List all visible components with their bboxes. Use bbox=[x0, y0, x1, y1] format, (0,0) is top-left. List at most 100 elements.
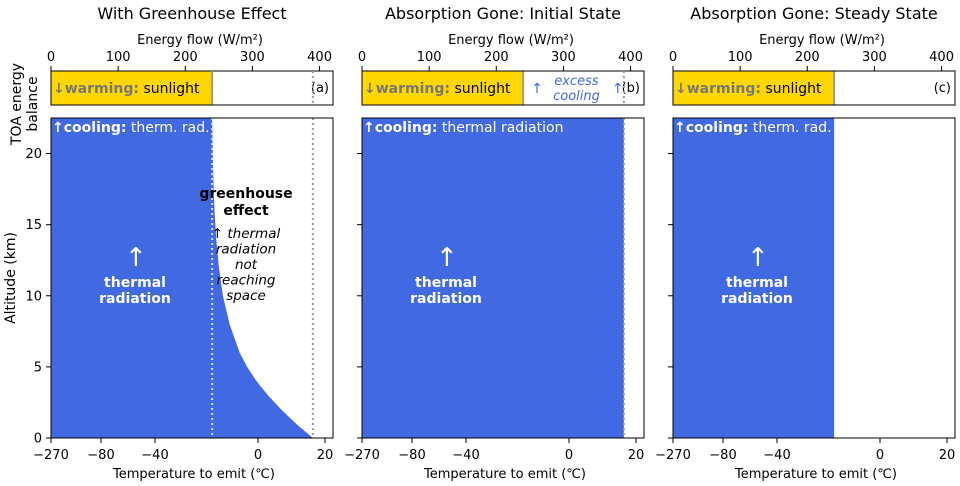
bottom-tick-label: 0 bbox=[254, 448, 262, 463]
cooling-label-bold: ↑cooling: bbox=[674, 120, 748, 136]
top-tick-label: 400 bbox=[618, 50, 643, 65]
bottom-axis-label: Temperature to emit (℃) bbox=[423, 467, 586, 482]
panels-group: With Greenhouse Effect Energy flow (W/m²)… bbox=[25, 4, 956, 482]
ghe-line: not bbox=[235, 257, 258, 273]
thermal-arrow: ↑ bbox=[436, 243, 458, 273]
excess-arrow-left: ↑ bbox=[531, 81, 543, 97]
bottom-tick-label: 20 bbox=[939, 448, 956, 463]
sunlight-bar bbox=[51, 71, 213, 105]
bottom-tick-label: 20 bbox=[317, 448, 334, 463]
top-tick-label: 300 bbox=[240, 50, 265, 65]
excess-arrow-right: ↑ bbox=[612, 81, 624, 97]
plot-frame bbox=[361, 117, 645, 439]
thermal-emission-area bbox=[673, 118, 835, 438]
thermal-label-1: thermal bbox=[415, 275, 477, 291]
altitude-tick-label: 5 bbox=[34, 360, 42, 375]
panel-tag: (a) bbox=[311, 81, 329, 96]
thermal-label-2: radiation bbox=[721, 291, 793, 307]
altitude-tick-label: 10 bbox=[25, 289, 42, 304]
warming-label: ↓warming: sunlight bbox=[675, 81, 822, 97]
top-tick-label: 200 bbox=[173, 50, 198, 65]
bottom-tick-label: −80 bbox=[709, 448, 736, 463]
ghe-line: space bbox=[226, 288, 266, 304]
top-axis-label: Energy flow (W/m²) bbox=[448, 33, 574, 48]
top-tick-label: 200 bbox=[484, 50, 509, 65]
warming-label-text: sunlight bbox=[450, 81, 511, 97]
warming-label-bold: ↓warming: bbox=[53, 81, 139, 97]
plot-frame bbox=[50, 117, 334, 439]
thermal-arrow: ↑ bbox=[125, 243, 147, 273]
warming-label: ↓warming: sunlight bbox=[364, 81, 511, 97]
excess-label-2: cooling bbox=[553, 89, 600, 104]
toa-axis-label-line1: TOA energy bbox=[9, 63, 25, 146]
altitude-tick-label: 15 bbox=[25, 218, 42, 233]
ghe-title-2: effect bbox=[223, 203, 269, 219]
panel-3: Absorption Gone: Steady State Energy flow… bbox=[655, 4, 956, 482]
cooling-label-text: therm. rad. bbox=[126, 120, 209, 136]
cooling-label-bold: ↑cooling: bbox=[52, 120, 126, 136]
top-tick-label: 200 bbox=[795, 50, 820, 65]
toa-box-frame bbox=[361, 70, 645, 106]
bottom-tick-label: 0 bbox=[876, 448, 884, 463]
thermal-arrow: ↑ bbox=[747, 243, 769, 273]
ghe-line: reaching bbox=[217, 273, 276, 289]
bottom-tick-label: 20 bbox=[628, 448, 645, 463]
cooling-label: ↑cooling: therm. rad. bbox=[674, 120, 832, 136]
top-tick-label: 100 bbox=[728, 50, 753, 65]
panel-tag: (b) bbox=[622, 81, 640, 96]
thermal-label-1: thermal bbox=[104, 275, 166, 291]
sunlight-bar bbox=[673, 71, 835, 105]
cooling-label-text: therm. rad. bbox=[748, 120, 831, 136]
sunlight-bar bbox=[362, 71, 524, 105]
bottom-tick-label: −80 bbox=[398, 448, 425, 463]
warming-label-text: sunlight bbox=[761, 81, 822, 97]
warming-label: ↓warming: sunlight bbox=[53, 81, 200, 97]
top-tick-label: 100 bbox=[417, 50, 442, 65]
top-axis-label: Energy flow (W/m²) bbox=[137, 33, 263, 48]
warming-label-bold: ↓warming: bbox=[675, 81, 761, 97]
bottom-tick-label: −40 bbox=[141, 448, 168, 463]
cooling-label: ↑cooling: thermal radiation bbox=[363, 120, 563, 136]
thermal-emission-area bbox=[362, 118, 624, 438]
cooling-label-text: thermal radiation bbox=[437, 120, 563, 136]
top-tick-label: 300 bbox=[551, 50, 576, 65]
warming-label-text: sunlight bbox=[139, 81, 200, 97]
panel-tag: (c) bbox=[934, 81, 951, 96]
ghe-title-1: greenhouse bbox=[199, 186, 292, 202]
bottom-axis-label: Temperature to emit (℃) bbox=[734, 467, 897, 482]
ghe-line: ↑ thermal bbox=[212, 226, 281, 242]
bottom-tick-label: −80 bbox=[87, 448, 114, 463]
top-tick-label: 300 bbox=[862, 50, 887, 65]
top-tick-label: 100 bbox=[106, 50, 131, 65]
top-tick-label: 0 bbox=[47, 50, 55, 65]
panel-title: With Greenhouse Effect bbox=[97, 4, 286, 23]
cooling-label: ↑cooling: therm. rad. bbox=[52, 120, 210, 136]
thermal-label-2: radiation bbox=[410, 291, 482, 307]
altitude-axis-label: Altitude (km) bbox=[3, 232, 19, 324]
toa-box-frame bbox=[50, 70, 334, 106]
bottom-tick-label: 0 bbox=[565, 448, 573, 463]
warming-label-bold: ↓warming: bbox=[364, 81, 450, 97]
bottom-tick-label: −270 bbox=[344, 448, 380, 463]
bottom-axis-label: Temperature to emit (℃) bbox=[112, 467, 275, 482]
top-tick-label: 0 bbox=[669, 50, 677, 65]
ghe-line: radiation bbox=[216, 242, 276, 258]
top-axis-label: Energy flow (W/m²) bbox=[759, 33, 885, 48]
toa-axis-label-line2: balance bbox=[25, 76, 41, 131]
cooling-label-bold: ↑cooling: bbox=[363, 120, 437, 136]
bottom-tick-label: −40 bbox=[763, 448, 790, 463]
altitude-tick-label: 0 bbox=[34, 432, 42, 447]
panel-1: With Greenhouse Effect Energy flow (W/m²)… bbox=[25, 4, 334, 482]
top-tick-label: 0 bbox=[358, 50, 366, 65]
panel-2: Absorption Gone: Initial State Energy flo… bbox=[344, 4, 645, 482]
top-tick-label: 400 bbox=[307, 50, 332, 65]
excess-label-1: excess bbox=[554, 74, 599, 89]
toa-box-frame bbox=[672, 70, 956, 106]
altitude-tick-label: 20 bbox=[25, 147, 42, 162]
panel-title: Absorption Gone: Steady State bbox=[690, 4, 937, 23]
plot-frame bbox=[672, 117, 956, 439]
panel-title: Absorption Gone: Initial State bbox=[385, 4, 621, 23]
bottom-tick-label: −40 bbox=[452, 448, 479, 463]
top-tick-label: 400 bbox=[929, 50, 954, 65]
